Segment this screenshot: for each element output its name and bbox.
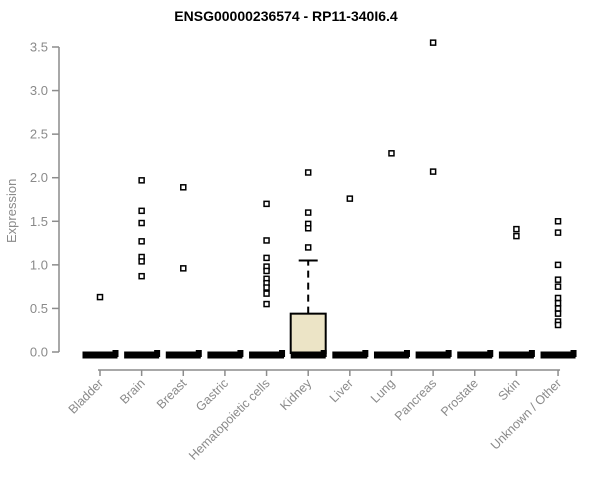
outlier-point (138, 258, 145, 265)
median-bar (82, 351, 118, 359)
x-tick-label: Pancreas (392, 376, 439, 423)
y-tick-label: 1.5 (30, 214, 48, 229)
outlier-point (513, 232, 520, 240)
median-bar-end-nub (195, 350, 202, 357)
outlier-point (96, 293, 104, 301)
median-bar (415, 351, 451, 359)
x-tick-label: Skin (495, 376, 522, 403)
x-tick-label: Lung (368, 376, 398, 406)
median-bar (290, 351, 326, 359)
median-bar-end-nub (279, 350, 286, 357)
median-bar-end-nub (320, 350, 327, 357)
outlier-point (554, 310, 562, 317)
median-bar-end-nub (154, 350, 161, 357)
median-bar (165, 351, 201, 359)
y-tick-label: 3.0 (30, 83, 48, 98)
median-bar (498, 351, 534, 359)
outlier-point (263, 200, 270, 208)
outlier-point (554, 276, 562, 283)
outlier-point (554, 229, 562, 236)
outlier-point (429, 39, 437, 46)
outlier-point (554, 321, 562, 329)
outlier-point (263, 300, 270, 308)
outlier-point (304, 209, 312, 216)
median-bar-end-nub (362, 350, 369, 357)
outlier-point (180, 265, 187, 272)
outlier-point (263, 237, 270, 244)
x-tick-label: Breast (154, 376, 190, 412)
median-bar-end-nub (570, 350, 577, 357)
median-bar (540, 351, 576, 359)
x-tick-label: Brain (117, 376, 148, 407)
outlier-point (304, 169, 312, 176)
outlier-point (554, 218, 562, 225)
outlier-point (263, 284, 270, 291)
x-tick-label: Liver (327, 376, 356, 405)
median-bar-end-nub (528, 350, 535, 357)
x-tick-label: Unknown / Other (488, 376, 564, 452)
outlier-point (554, 294, 562, 302)
outlier-point (263, 267, 270, 275)
x-tick-label: Hematopoietic cells (186, 376, 273, 463)
outlier-point (263, 290, 270, 297)
outlier-point (388, 150, 395, 157)
outlier-point (138, 177, 145, 184)
outlier-point (304, 225, 312, 232)
outlier-point (138, 272, 145, 280)
median-bar (207, 351, 243, 359)
x-tick-label: Gastric (193, 376, 231, 414)
y-tick-label: 2.5 (30, 127, 48, 142)
median-bar (124, 351, 160, 359)
median-bar-end-nub (237, 350, 244, 357)
median-bar-end-nub (445, 350, 452, 357)
outlier-point (554, 299, 562, 307)
y-tick-label: 1.0 (30, 257, 48, 272)
outlier-point (138, 207, 145, 215)
y-tick-label: 0.0 (30, 345, 48, 360)
outlier-point (513, 225, 520, 233)
median-bar-end-nub (487, 350, 494, 357)
median-bar-end-nub (112, 350, 119, 357)
outlier-point (180, 184, 187, 191)
x-tick-label: Kidney (277, 376, 314, 413)
outlier-point (554, 305, 562, 312)
median-bar-end-nub (403, 350, 410, 357)
y-tick-label: 3.5 (30, 40, 48, 55)
median-bar (332, 351, 368, 359)
x-tick-label: Bladder (66, 376, 106, 416)
outlier-point (138, 238, 145, 245)
outlier-point (304, 244, 312, 251)
x-tick-label: Prostate (438, 376, 481, 419)
outlier-point (138, 219, 145, 227)
y-tick-label: 0.5 (30, 301, 48, 316)
outlier-point (429, 168, 437, 175)
chart-title: ENSG00000236574 - RP11-340I6.4 (174, 8, 398, 24)
median-bar (249, 351, 285, 359)
median-bar (373, 351, 409, 359)
outlier-point (263, 254, 270, 262)
box (289, 312, 327, 354)
outlier-point (346, 195, 354, 202)
median-bar (457, 351, 493, 359)
y-tick-label: 2.0 (30, 170, 48, 185)
outlier-point (554, 261, 562, 269)
outlier-point (554, 283, 562, 290)
